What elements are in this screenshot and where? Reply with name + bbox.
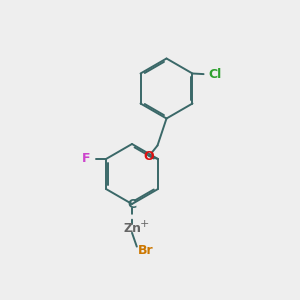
Text: O: O <box>144 149 154 163</box>
Text: F: F <box>82 152 90 166</box>
Text: Br: Br <box>137 244 153 257</box>
Text: Cl: Cl <box>208 68 221 81</box>
Text: +: + <box>140 219 149 229</box>
Text: C: C <box>128 197 136 211</box>
Text: Zn: Zn <box>123 222 141 235</box>
